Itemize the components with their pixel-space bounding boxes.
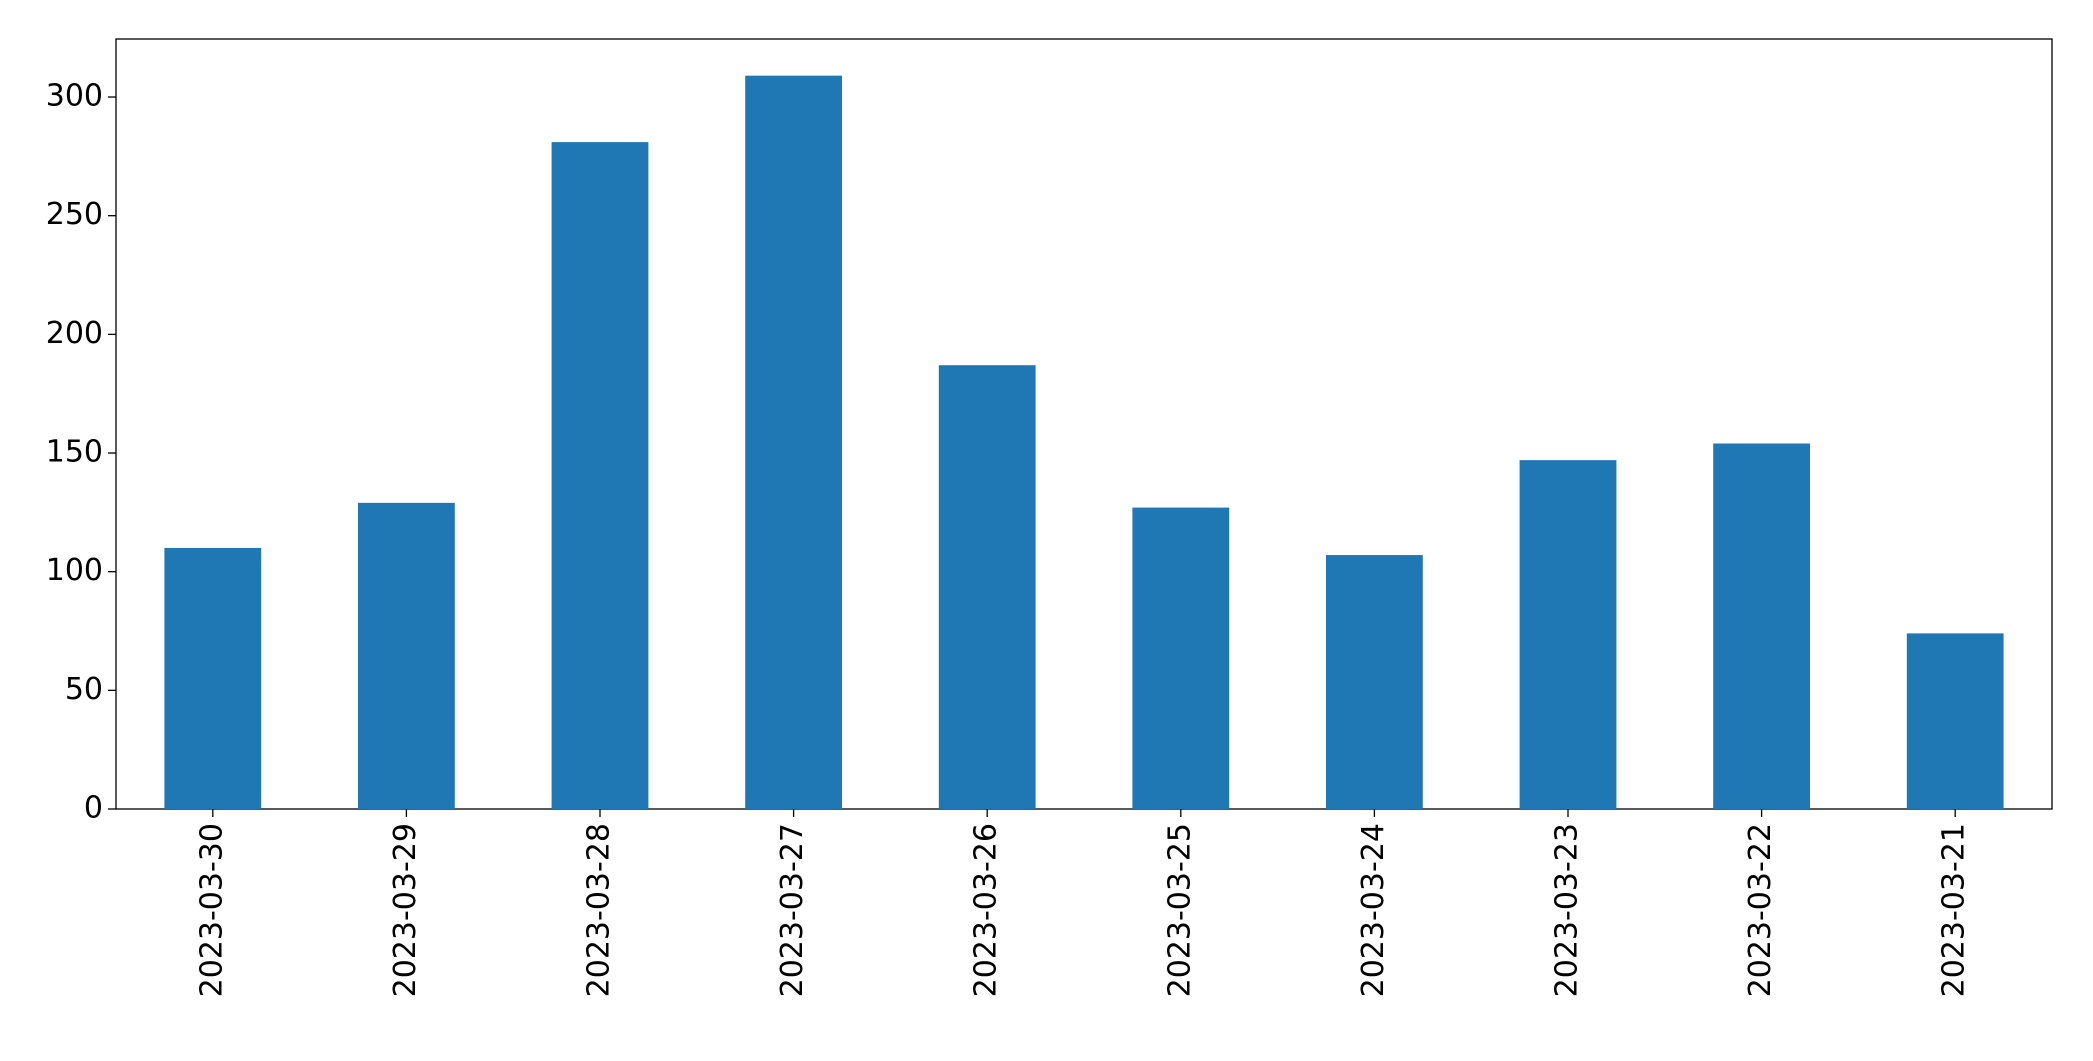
y-tick-label: 150 [46, 435, 103, 470]
bar [551, 142, 649, 810]
y-tick-label: 200 [46, 316, 103, 351]
x-tick-label: 2023-03-26 [969, 823, 1004, 997]
y-tick-label: 50 [65, 672, 103, 707]
bar [164, 547, 262, 809]
plot-frame [115, 38, 2053, 810]
bar [1326, 555, 1423, 809]
x-tick-label: 2023-03-22 [1743, 823, 1778, 997]
bar [1713, 443, 1810, 809]
bar [1132, 507, 1230, 809]
x-tick-label: 2023-03-25 [1162, 823, 1197, 997]
y-tick-label: 0 [84, 791, 103, 826]
bar [1519, 460, 1617, 809]
x-tick-label: 2023-03-27 [775, 823, 810, 997]
x-tick-label: 2023-03-24 [1356, 823, 1391, 997]
bar [745, 75, 842, 809]
bar [358, 502, 455, 809]
y-tick-label: 100 [46, 553, 103, 588]
x-tick-label: 2023-03-21 [1937, 823, 1972, 997]
y-tick-label: 250 [46, 197, 103, 232]
y-tick-label: 300 [46, 79, 103, 114]
x-tick-label: 2023-03-28 [582, 823, 617, 997]
x-tick-label: 2023-03-30 [194, 823, 229, 997]
x-tick-label: 2023-03-23 [1550, 823, 1585, 997]
bar [1906, 633, 2004, 809]
x-tick-label: 2023-03-29 [388, 823, 423, 997]
bar [938, 365, 1036, 809]
